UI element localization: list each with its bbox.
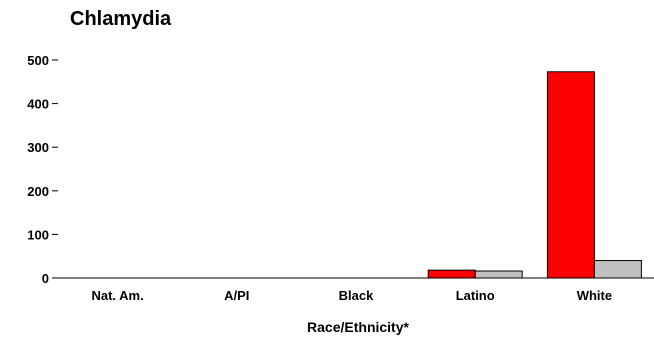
y-tick-label: 300 xyxy=(27,140,49,155)
x-tick-label: White xyxy=(577,288,612,303)
bar-latino-series-2 xyxy=(474,270,523,279)
y-tick-label: 0 xyxy=(42,271,49,286)
x-tick-label: Nat. Am. xyxy=(91,288,143,303)
y-tick-label: 100 xyxy=(27,227,49,242)
y-tick-label: 500 xyxy=(27,53,49,68)
x-tick-label: Black xyxy=(339,288,374,303)
y-axis-ticks: 0 100 200 300 400 500 xyxy=(27,53,58,286)
bars-group xyxy=(427,71,642,279)
bar-latino-series-1 xyxy=(427,269,476,279)
x-axis-ticks: Nat. Am. A/PI Black Latino White xyxy=(91,288,612,303)
x-axis-label: Race/Ethnicity* xyxy=(307,319,409,335)
bar-white-series-2 xyxy=(593,260,642,279)
chart-title: Chlamydia xyxy=(70,8,172,30)
y-tick-label: 200 xyxy=(27,184,49,199)
x-tick-label: A/PI xyxy=(224,288,249,303)
x-tick-label: Latino xyxy=(456,288,495,303)
bar-white-series-1 xyxy=(546,71,595,279)
y-tick-label: 400 xyxy=(27,97,49,112)
